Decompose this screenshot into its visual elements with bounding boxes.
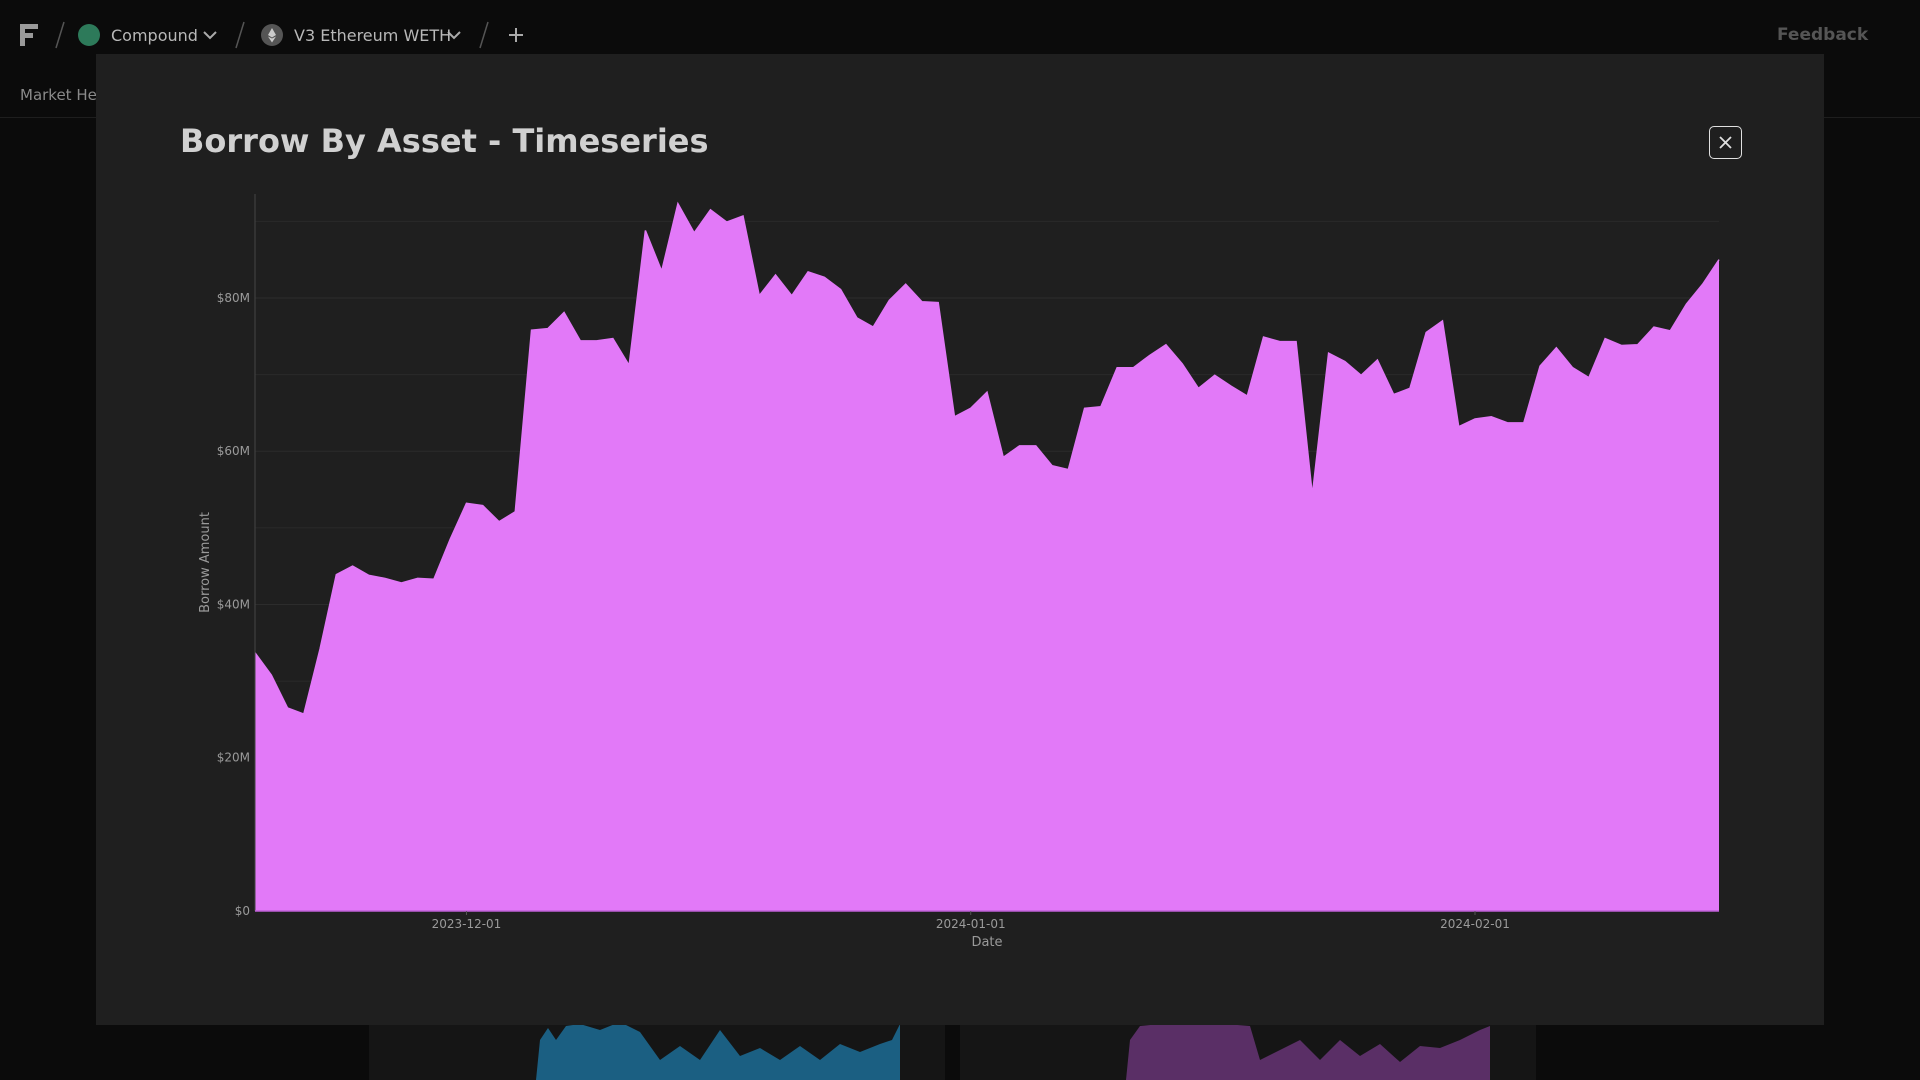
protocol-name[interactable]: Compound [111,26,198,45]
add-button[interactable] [509,28,523,42]
chart: $0 $20M $40M $60M $80M 2023-12-01 2024-01-01 20… [198,194,1720,950]
top-nav: Compound V3 Ethereum WETH Feedback [0,0,1920,70]
area-fill [255,203,1719,911]
y-tick-label: $60M [217,444,250,458]
x-axis-label: Date [971,935,1002,950]
x-tick-label: 2023-12-01 [432,917,502,931]
modal: Borrow By Asset - Timeseries $0 $20M $40M $… [96,54,1824,1025]
area-line [254,201,1720,716]
feedback[interactable]: Feedback [1777,25,1869,45]
separator [479,21,489,49]
y-tick-label: $20M [217,751,250,765]
bg-area [536,1022,900,1080]
eth-glyph [268,28,276,43]
compound-icon [78,24,100,46]
y-tick-label: $0 [235,904,250,918]
separator [55,21,65,49]
chevron[interactable] [203,31,217,40]
y-axis-label: Borrow Amount [198,512,213,613]
x-tick-label: 2024-02-01 [1440,917,1510,931]
bg-area [1126,1022,1490,1080]
chevron[interactable] [447,31,461,40]
y-tick-label: $40M [217,597,250,611]
chart-title: Borrow By Asset - Timeseries [180,122,709,160]
close-icon [1719,136,1732,149]
separator [235,21,245,49]
market-name[interactable]: V3 Ethereum WETH [294,26,452,45]
nav-icons [20,21,523,49]
logo[interactable] [20,24,38,46]
close-button[interactable] [1709,126,1742,159]
x-tick-label: 2024-01-01 [936,917,1006,931]
y-tick-label: $80M [217,291,250,305]
tab[interactable]: Market Hea [20,86,107,104]
